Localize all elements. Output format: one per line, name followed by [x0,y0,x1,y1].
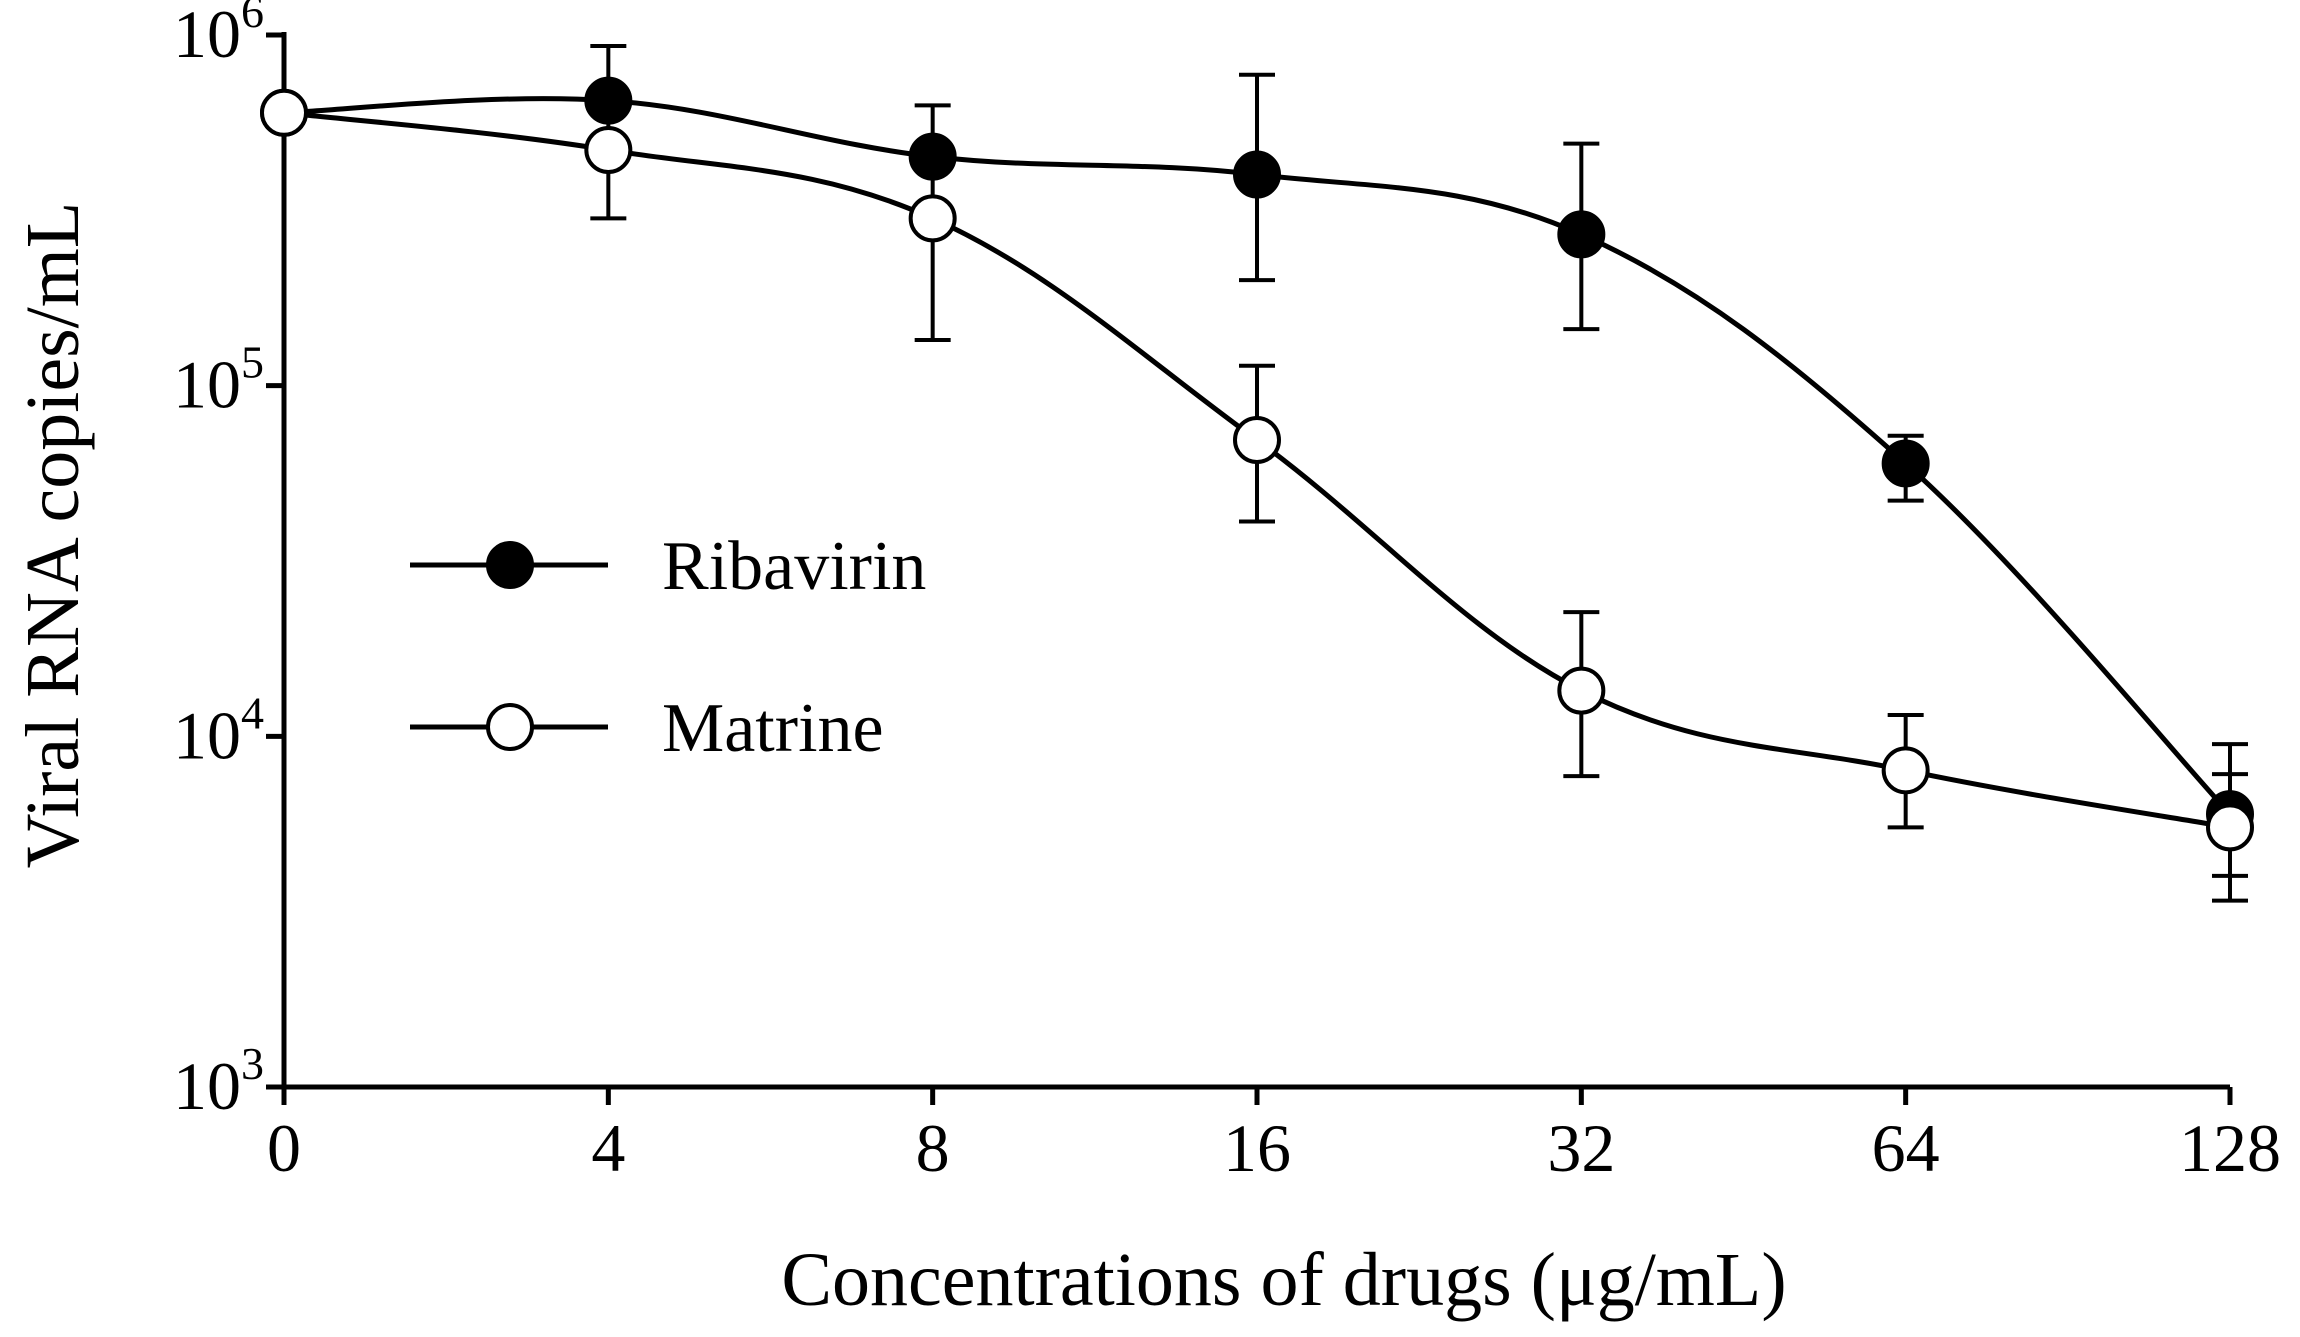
y-tick-label: 103 [173,1038,264,1124]
series-ribavirin [260,44,2254,878]
data-point-ribavirin [1233,150,1281,199]
y-tick-label: 104 [173,687,264,773]
x-axis-ticks: 0 4 8 16 32 64 128 [267,1087,2281,1186]
data-point-ribavirin [908,132,957,181]
data-point-ribavirin [1881,439,1930,488]
data-point-ribavirin [1557,210,1606,259]
data-point-matrine [908,194,957,243]
data-point-matrine [260,88,308,137]
x-tick-label: 4 [591,1110,625,1186]
data-point-matrine [1233,415,1281,464]
data-point-matrine [2206,803,2254,852]
data-point-matrine [584,125,633,174]
x-tick-label: 128 [2179,1110,2281,1186]
y-tick-label: 106 [173,0,264,72]
data-point-ribavirin [584,76,633,125]
legend-label: Ribavirin [662,528,926,605]
x-axis-title: Concentrations of drugs (μg/mL) [781,1238,1786,1322]
series-layer [260,44,2254,903]
x-tick-label: 16 [1223,1110,1291,1186]
y-axis-ticks: 103 104 105 106 [173,0,284,1124]
legend-marker [486,541,534,589]
x-tick-label: 32 [1547,1110,1615,1186]
data-point-matrine [1881,746,1930,795]
legend-item-matrine: Matrine [410,690,884,767]
x-tick-label: 8 [916,1110,950,1186]
x-tick-label: 0 [267,1110,301,1186]
legend: Ribavirin Matrine [410,528,926,767]
y-axis-title: Viral RNA copies/mL [11,202,95,869]
y-tick-label: 105 [173,337,264,423]
legend-item-ribavirin: Ribavirin [410,528,926,605]
data-point-matrine [1557,666,1606,715]
legend-marker [486,703,534,751]
x-tick-label: 64 [1872,1110,1940,1186]
legend-label: Matrine [662,690,884,767]
series-matrine [260,88,2254,903]
